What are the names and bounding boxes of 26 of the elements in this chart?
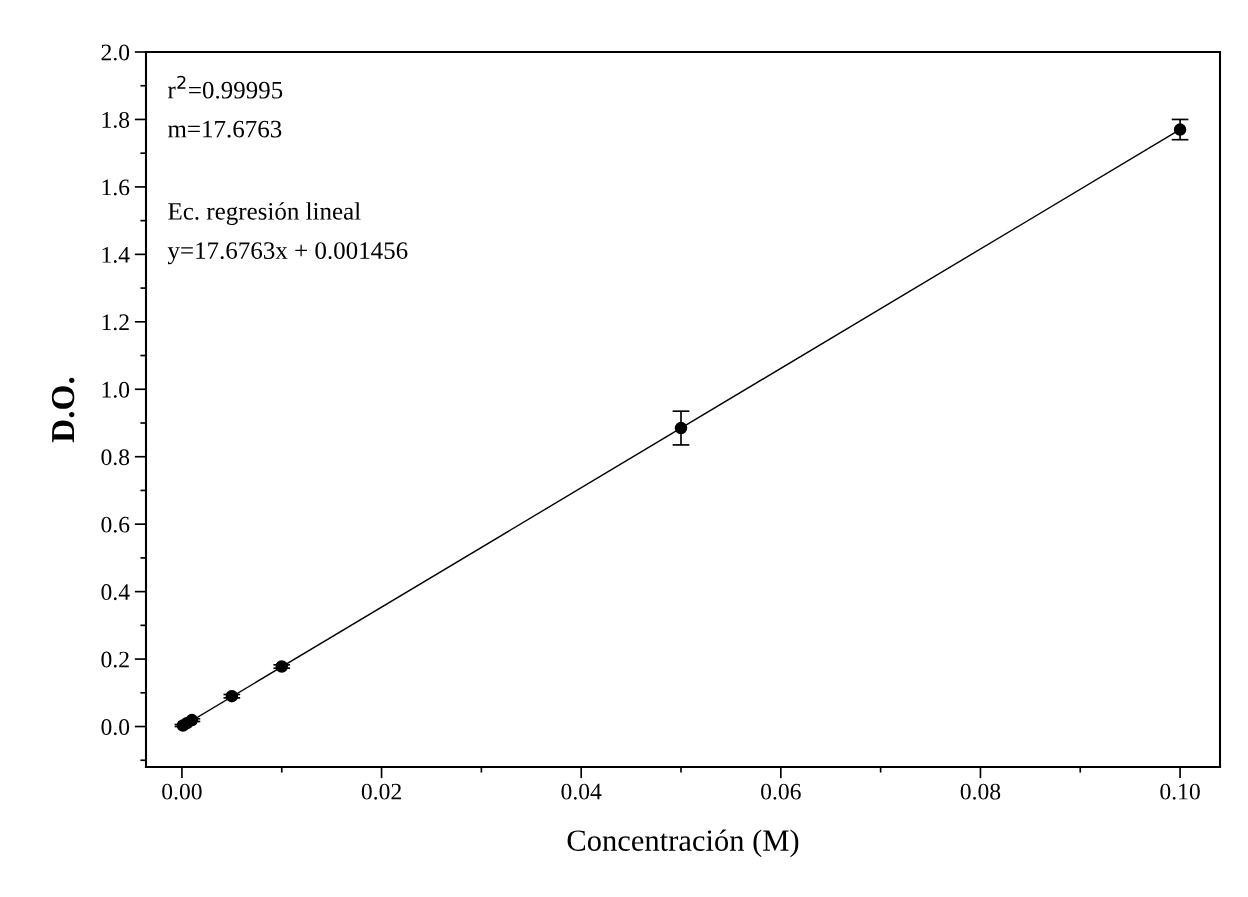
annotation: m=17.6763	[168, 120, 282, 138]
x-tick-label: 0.04	[561, 783, 602, 800]
y-tick-label: 0.2	[101, 651, 129, 668]
x-tick-label: 0.02	[361, 783, 401, 800]
y-tick-label: 1.8	[102, 111, 130, 128]
y-tick-label: 1.6	[102, 179, 130, 196]
y-axis-title: D.O.	[51, 377, 75, 443]
x-axis-title: Concentración (M)	[567, 829, 799, 858]
y-tick-label: 0.0	[101, 719, 130, 736]
y-tick-label: 1.4	[102, 246, 130, 263]
y-tick-label: 2.0	[101, 44, 130, 61]
point	[674, 421, 688, 435]
annotation: Ec. regresión lineal	[168, 202, 361, 225]
x-tick-label: 0.10	[1160, 783, 1200, 800]
y-tick-label: 0.8	[101, 449, 130, 466]
y-tick-label: 1.2	[102, 314, 129, 331]
x-tick-label: 0.06	[761, 783, 801, 800]
x-tick-label: 0.08	[960, 783, 1001, 800]
y-tick-label: 1.0	[102, 381, 130, 398]
x-tick-label: 0.00	[162, 783, 202, 800]
point	[1173, 123, 1187, 136]
annotation: y=17.6763x + 0.001456	[167, 242, 408, 265]
annotation: r$^{2}$=0.99995	[167, 75, 283, 99]
point	[225, 689, 239, 703]
y-tick-label: 0.4	[101, 584, 130, 601]
y-tick-label: 0.6	[101, 516, 130, 533]
